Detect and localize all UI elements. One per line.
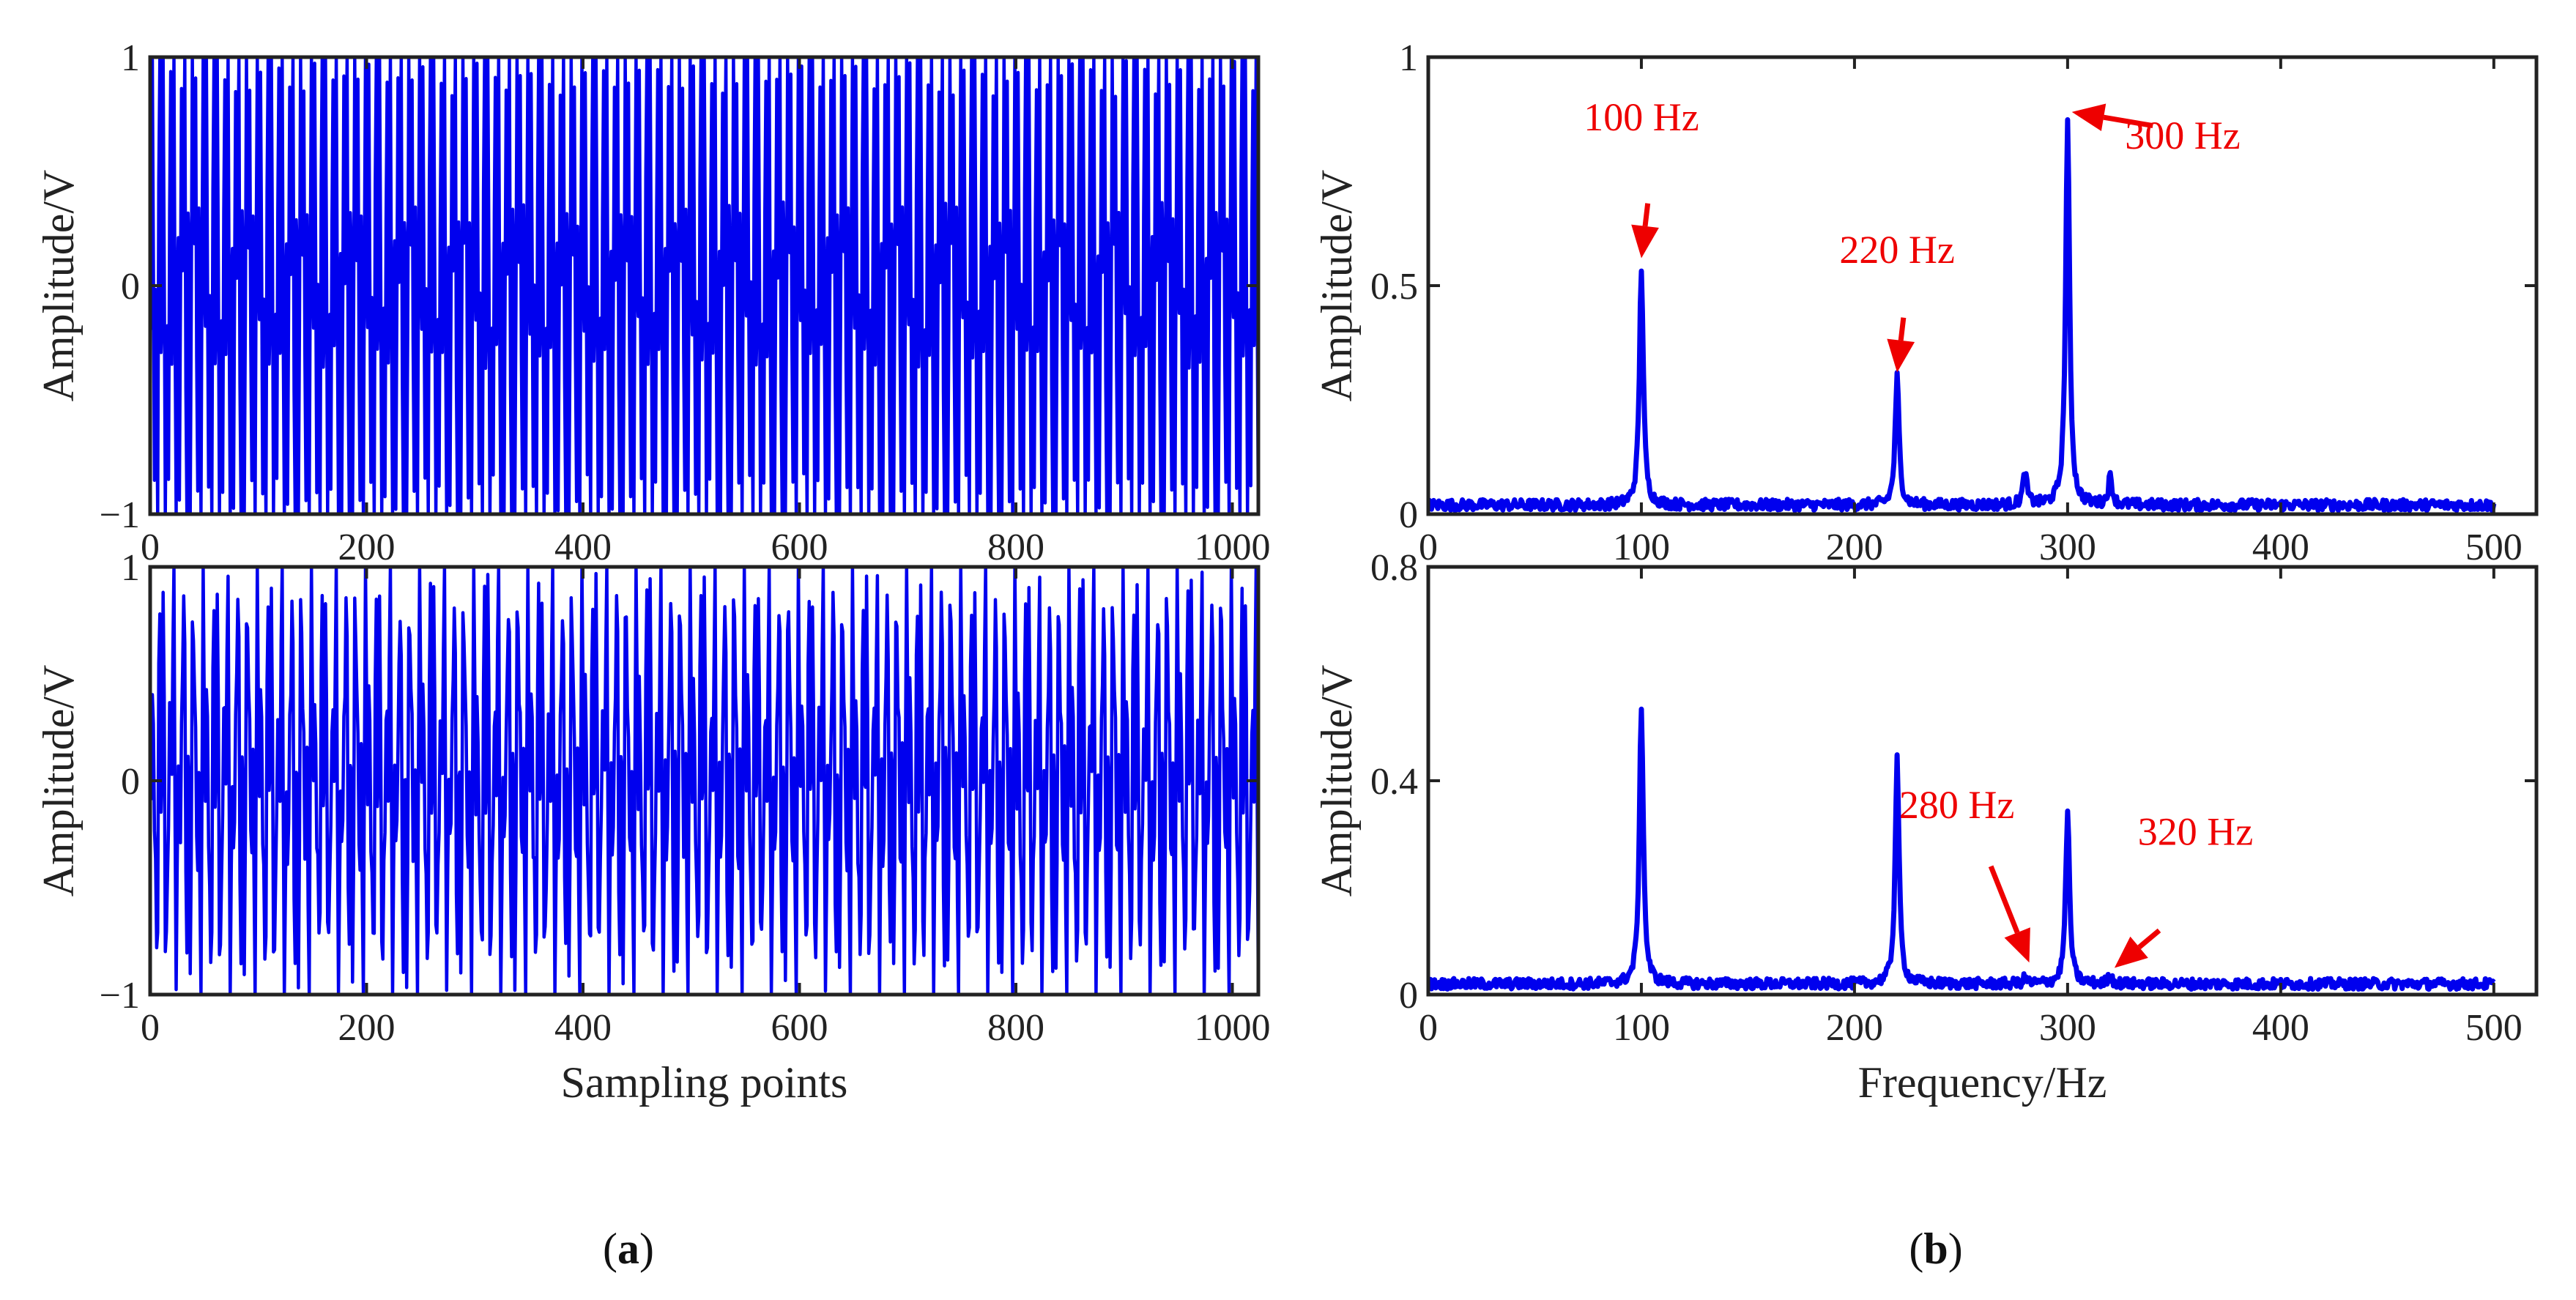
ta-xtick-label: 0 — [141, 527, 160, 568]
fb-series-line — [1428, 706, 2496, 992]
fa-annotation-label: 300 Hz — [2125, 114, 2240, 157]
fb-ytick-label: 0.4 — [1370, 761, 1418, 803]
spectrum-plot-bottom: 0 100 200 300 400 500 0 0.4 0.8 Amplitude/V Freque… — [1313, 547, 2539, 1107]
fa-xtick-label: 100 — [1613, 527, 1670, 568]
tb-xtick-label: 200 — [338, 1007, 396, 1049]
fb-xtick-label: 100 — [1613, 1007, 1670, 1049]
ta-series-line — [150, 57, 1258, 514]
fa-ylabel: Amplitude/V — [1313, 170, 1361, 402]
fb-xtick-label: 500 — [2465, 1007, 2523, 1049]
fb-ylabel: Amplitude/V — [1313, 665, 1361, 897]
fb-xtick-label: 200 — [1826, 1007, 1883, 1049]
ta-ytick-label: 0 — [121, 266, 140, 308]
time-signal-plot-bottom: 0 200 400 600 800 1000−101Amplitude/VSampling… — [34, 547, 1271, 1107]
fb-xtick-label: 0 — [1419, 1007, 1438, 1049]
fa-annotation-arrowhead — [1887, 338, 1915, 373]
fa-annotation-arrow — [1898, 317, 1907, 341]
fb-annotation-label: 320 Hz — [2138, 810, 2253, 854]
tb-ytick-label: −1 — [100, 975, 140, 1017]
fb-xtick-label: 300 — [2039, 1007, 2096, 1049]
tb-xtick-label: 0 — [141, 1007, 160, 1049]
tb-xtick-label: 800 — [987, 1007, 1044, 1049]
fa-annotation-label: 220 Hz — [1839, 228, 1954, 272]
ta-xtick-label: 600 — [771, 527, 828, 568]
fa-xtick-label: 500 — [2465, 527, 2523, 568]
caption-a: (a) — [603, 1225, 654, 1273]
tb-ylabel: Amplitude/V — [34, 665, 83, 897]
tb-xtick-label: 400 — [554, 1007, 612, 1049]
tb-xtick-label: 600 — [771, 1007, 828, 1049]
fa-annotation-arrow — [2103, 114, 2153, 129]
fb-ytick-label: 0 — [1399, 975, 1418, 1017]
tb-ytick-label: 0 — [121, 761, 140, 803]
fa-annotation-arrowhead — [1631, 224, 1659, 259]
tb-xlabel: Sampling points — [561, 1058, 848, 1107]
fa-xtick-label: 300 — [2039, 527, 2096, 568]
fb-annotation-arrow — [1988, 865, 2020, 934]
ta-ytick-label: −1 — [100, 494, 140, 536]
fb-xlabel: Frequency/Hz — [1858, 1058, 2107, 1107]
fa-annotation-label: 100 Hz — [1584, 95, 1699, 139]
fa-xtick-label: 400 — [2252, 527, 2309, 568]
tb-ytick-label: 1 — [121, 547, 140, 589]
fa-annotation-arrowhead — [2071, 103, 2107, 131]
ta-ytick-label: 1 — [121, 37, 140, 79]
fa-xtick-label: 200 — [1826, 527, 1883, 568]
fb-annotation-arrowhead — [2004, 927, 2030, 963]
fa-ytick-label: 0.5 — [1370, 266, 1418, 308]
tb-xtick-label: 1000 — [1195, 1007, 1271, 1049]
fb-annotation-label: 280 Hz — [1899, 783, 2014, 827]
ta-xtick-label: 200 — [338, 527, 396, 568]
fa-ytick-label: 0 — [1399, 494, 1418, 536]
fb-xtick-label: 400 — [2252, 1007, 2309, 1049]
fb-annotation-arrowhead — [2114, 936, 2148, 968]
fa-xtick-label: 0 — [1419, 527, 1438, 568]
spectrum-plot-top: 0 100 200 300 400 500 0 0.5 1 Amplitude/V 100 Hz 22… — [1313, 37, 2539, 568]
caption-b: (b) — [1909, 1225, 1962, 1273]
fb-ytick-label: 0.8 — [1370, 547, 1418, 589]
fb-annotation-arrow — [2137, 928, 2161, 949]
fa-series-line — [1428, 117, 2497, 513]
fa-annotation-arrow — [1642, 203, 1651, 227]
ta-xtick-label: 800 — [987, 527, 1044, 568]
ta-xtick-label: 1000 — [1195, 527, 1271, 568]
fa-ytick-label: 1 — [1399, 37, 1418, 79]
ta-ylabel: Amplitude/V — [34, 170, 83, 402]
ta-xtick-label: 400 — [554, 527, 612, 568]
tb-series-line — [150, 567, 1258, 995]
